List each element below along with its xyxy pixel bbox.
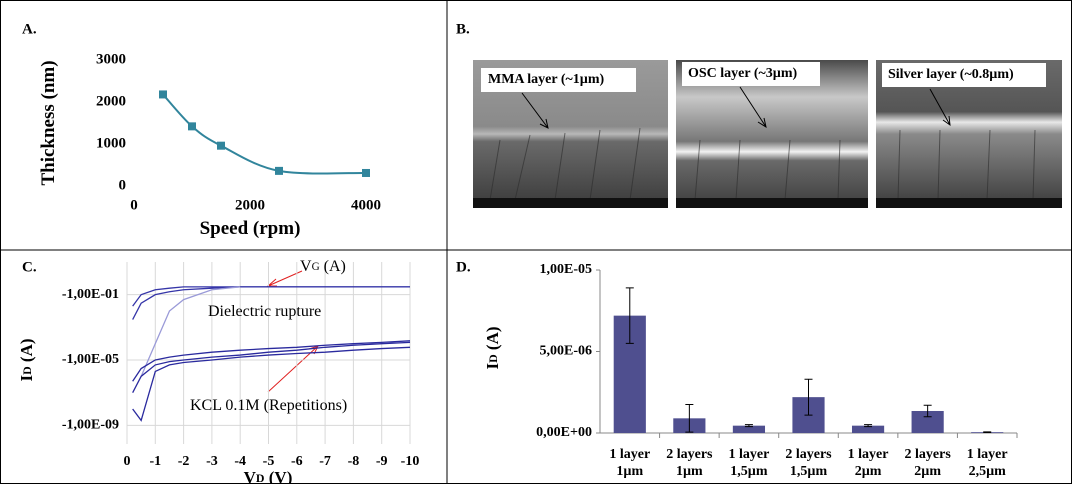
x-tick-label: -3 — [206, 454, 218, 469]
x-tick-label: 2000 — [235, 197, 265, 213]
line — [132, 346, 411, 422]
x-axis-label-part: D — [256, 471, 265, 484]
x-tick-label: 0 — [130, 197, 138, 213]
x-tick-label: 2µm — [855, 464, 882, 479]
y-axis-label: ID (A) — [17, 338, 36, 381]
y-tick-label: 3000 — [96, 51, 126, 67]
panel-label: B. — [456, 21, 470, 37]
x-tick-label: -10 — [401, 454, 420, 469]
caption-box — [882, 63, 1046, 87]
x-tick-label: 1µm — [676, 464, 703, 479]
x-tick-label: 2,5µm — [969, 464, 1007, 479]
annotation: KCL 0.1M (Repetitions) — [190, 397, 347, 414]
x-tick-label: 2µm — [914, 464, 941, 479]
y-tick-label: 0 — [119, 177, 127, 193]
caption-box — [682, 62, 820, 86]
x-axis-label-part: (V) — [265, 468, 293, 484]
x-tick-label: 1 layer — [609, 447, 650, 462]
y-axis-label-part: I — [483, 363, 502, 370]
error-bar — [744, 424, 753, 428]
x-tick-label: -8 — [348, 454, 360, 469]
x-tick-label: 1,5µm — [790, 464, 828, 479]
x-tick-label: -4 — [234, 454, 246, 469]
y-tick-label: -1,00E-09 — [62, 418, 119, 433]
annotation: VG (A) — [300, 258, 346, 275]
annotation-part: G — [312, 261, 320, 273]
y-tick-label: 2000 — [96, 93, 126, 109]
annotation-part: KCL 0.1M (Repetitions) — [190, 397, 347, 414]
annotation-part: (A) — [320, 258, 346, 275]
x-tick-label: 2 layers — [666, 447, 713, 462]
y-tick-label: 0,00E+00 — [536, 425, 592, 440]
marker — [159, 90, 167, 99]
y-axis-label-part: (A) — [17, 338, 36, 366]
error-bar — [983, 431, 992, 434]
panel-label: A. — [22, 21, 37, 37]
x-tick-label: 4000 — [351, 197, 381, 213]
error-bar — [864, 424, 873, 428]
bar — [732, 425, 766, 433]
x-axis-label-part: V — [244, 468, 257, 484]
x-tick-label: 2 layers — [905, 447, 952, 462]
marker — [275, 166, 283, 175]
y-tick-label: 5,00E-06 — [540, 344, 593, 359]
x-tick-label: 1 layer — [729, 447, 770, 462]
x-axis-label: VD (V) — [244, 468, 293, 484]
annotation-arrows — [266, 270, 319, 393]
caption: MMA layer (~1µm) — [488, 72, 605, 87]
y-tick-label: -1,00E-05 — [62, 352, 119, 367]
marker — [362, 168, 370, 177]
y-axis-label: ID (A) — [483, 326, 502, 369]
x-tick-label: 1 layer — [848, 447, 889, 462]
x-axis-label-part: Speed (rpm) — [200, 218, 301, 239]
caption: OSC layer (~3µm) — [688, 66, 798, 81]
line — [132, 340, 411, 382]
x-axis-label: Speed (rpm) — [200, 218, 301, 239]
y-axis-label-part: I — [17, 375, 36, 382]
annotation-part: V — [300, 258, 312, 275]
y-axis-label-part: (A) — [483, 326, 502, 354]
y-axis-label: Thickness (nm) — [38, 60, 59, 185]
x-tick-label: 1,5µm — [730, 464, 768, 479]
annotation: Dielectric rupture — [208, 303, 321, 320]
marker — [188, 122, 196, 131]
y-axis-label-part: D — [486, 354, 500, 363]
error-bar — [625, 287, 634, 344]
x-tick-label: -6 — [291, 454, 303, 469]
error-bar — [685, 403, 694, 433]
panel-label: C. — [22, 259, 37, 275]
x-tick-label: -7 — [319, 454, 331, 469]
x-tick-label: 1 layer — [967, 447, 1008, 462]
annotation-part: Dielectric rupture — [208, 303, 321, 320]
panel-label: D. — [456, 259, 471, 275]
y-tick-label: -1,00E-01 — [62, 287, 119, 302]
caption-box — [481, 68, 636, 92]
x-tick-label: 2 layers — [785, 447, 832, 462]
line — [140, 286, 241, 377]
marker — [217, 141, 225, 150]
y-tick-label: 1,00E-05 — [540, 262, 593, 277]
x-tick-label: -5 — [263, 454, 275, 469]
x-tick-label: -1 — [149, 454, 161, 469]
y-axis-label-part: Thickness (nm) — [38, 60, 59, 185]
x-tick-label: -2 — [178, 454, 190, 469]
bar — [911, 410, 944, 433]
y-axis-label-part: D — [20, 366, 34, 375]
caption: Silver layer (~0.8µm) — [888, 67, 1014, 82]
line — [162, 93, 367, 175]
y-tick-label: 1000 — [96, 135, 126, 151]
x-tick-label: -9 — [376, 454, 388, 469]
x-tick-label: 0 — [124, 454, 131, 469]
x-tick-label: 1µm — [616, 464, 643, 479]
error-bar — [923, 404, 932, 418]
bar — [851, 425, 885, 433]
error-bar — [804, 378, 813, 416]
sem-images: MMA layer (~1µm) OSC layer (~3µm) Silver… — [456, 21, 1062, 208]
line — [132, 341, 411, 393]
